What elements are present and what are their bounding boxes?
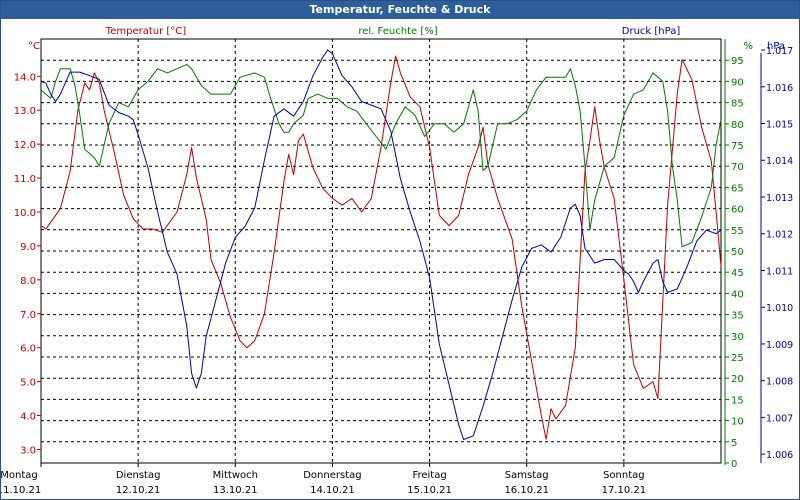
day-weekday-label: Mittwoch	[213, 470, 258, 481]
temperature-tick-label: 11.0	[14, 174, 36, 185]
plot-area-border	[40, 38, 722, 464]
pressure-line	[40, 49, 722, 440]
pressure-tick-label: 1.015	[766, 120, 793, 131]
temperature-unit: °C	[28, 41, 40, 52]
pressure-tick-label: 1.012	[766, 230, 793, 241]
day-weekday-label: Sonntag	[603, 470, 645, 481]
humidity-tick-label: 40	[731, 289, 744, 300]
day-date-label: 16.10.21	[504, 485, 549, 496]
temperature-tick-label: 9.0	[20, 242, 36, 253]
humidity-tick-label: 5	[731, 438, 737, 449]
temperature-tick-label: 6.0	[20, 344, 36, 355]
humidity-tick-label: 45	[731, 268, 744, 279]
axis-labels: 3.0 4.0 5.0 6.0 7.0 8.0 9.0 10.0 11.0 12.0 13.0 14.…	[1, 26, 793, 496]
humidity-unit: %	[743, 41, 753, 52]
temperature-line	[40, 55, 722, 440]
pressure-tick-label: 1.010	[766, 303, 793, 314]
temperature-tick-label: 5.0	[20, 378, 36, 389]
pressure-tick-label: 1.006	[766, 450, 793, 461]
pressure-tick-label: 1.013	[766, 193, 793, 204]
legend-humidity: rel. Feuchte [%]	[358, 26, 437, 37]
pressure-tick-label: 1.014	[766, 156, 793, 167]
day-date-label: 14.10.21	[310, 485, 355, 496]
temperature-tick-label: 8.0	[20, 276, 36, 287]
pressure-tick-label: 1.016	[766, 83, 793, 94]
day-date-label: 11.10.21	[1, 485, 41, 496]
day-date-label: 12.10.21	[116, 485, 161, 496]
pressure-unit: hPa	[767, 41, 785, 52]
axes	[37, 39, 765, 467]
pressure-tick-label: 1.011	[766, 266, 793, 277]
humidity-tick-label: 80	[731, 120, 744, 131]
day-date-label: 13.10.21	[213, 485, 258, 496]
humidity-tick-label: 35	[731, 311, 744, 322]
humidity-tick-label: 20	[731, 374, 744, 385]
pressure-tick-label: 1.009	[766, 340, 793, 351]
day-weekday-label: Dienstag	[116, 470, 161, 481]
humidity-line	[40, 63, 722, 248]
temperature-tick-label: 14.0	[14, 72, 36, 83]
temperature-tick-label: 7.0	[20, 310, 36, 321]
humidity-tick-label: 85	[731, 99, 744, 110]
pressure-tick-label: 1.007	[766, 413, 793, 424]
chart-title: Temperatur, Feuchte & Druck	[1, 1, 799, 19]
humidity-tick-label: 25	[731, 353, 744, 364]
humidity-tick-label: 65	[731, 183, 744, 194]
temperature-tick-label: 3.0	[20, 445, 36, 456]
day-date-label: 15.10.21	[407, 485, 452, 496]
plot-frame	[40, 38, 722, 464]
humidity-tick-label: 30	[731, 332, 744, 343]
legend-temperature: Temperatur [°C]	[105, 26, 186, 37]
day-weekday-label: Samstag	[505, 470, 549, 481]
humidity-tick-label: 55	[731, 226, 744, 237]
legend-pressure: Druck [hPa]	[622, 26, 681, 37]
humidity-tick-label: 0	[731, 459, 737, 470]
series-lines	[40, 49, 722, 440]
temperature-tick-label: 4.0	[20, 412, 36, 423]
day-weekday-label: Montag	[1, 470, 38, 481]
humidity-tick-label: 70	[731, 162, 744, 173]
day-weekday-label: Donnerstag	[303, 470, 361, 481]
humidity-tick-label: 15	[731, 395, 744, 406]
temperature-tick-label: 10.0	[14, 208, 36, 219]
humidity-tick-label: 50	[731, 247, 744, 258]
humidity-tick-label: 75	[731, 141, 744, 152]
humidity-tick-label: 95	[731, 56, 744, 67]
day-date-label: 17.10.21	[602, 485, 647, 496]
temperature-tick-label: 13.0	[14, 106, 36, 117]
temperature-tick-label: 12.0	[14, 140, 36, 151]
humidity-tick-label: 60	[731, 205, 744, 216]
pressure-tick-label: 1.008	[766, 377, 793, 388]
humidity-tick-label: 90	[731, 77, 744, 88]
grid-lines	[41, 39, 721, 463]
pressure-tick-label: 1.017	[766, 46, 793, 57]
humidity-tick-label: 10	[731, 417, 744, 428]
day-weekday-label: Freitag	[412, 470, 446, 481]
